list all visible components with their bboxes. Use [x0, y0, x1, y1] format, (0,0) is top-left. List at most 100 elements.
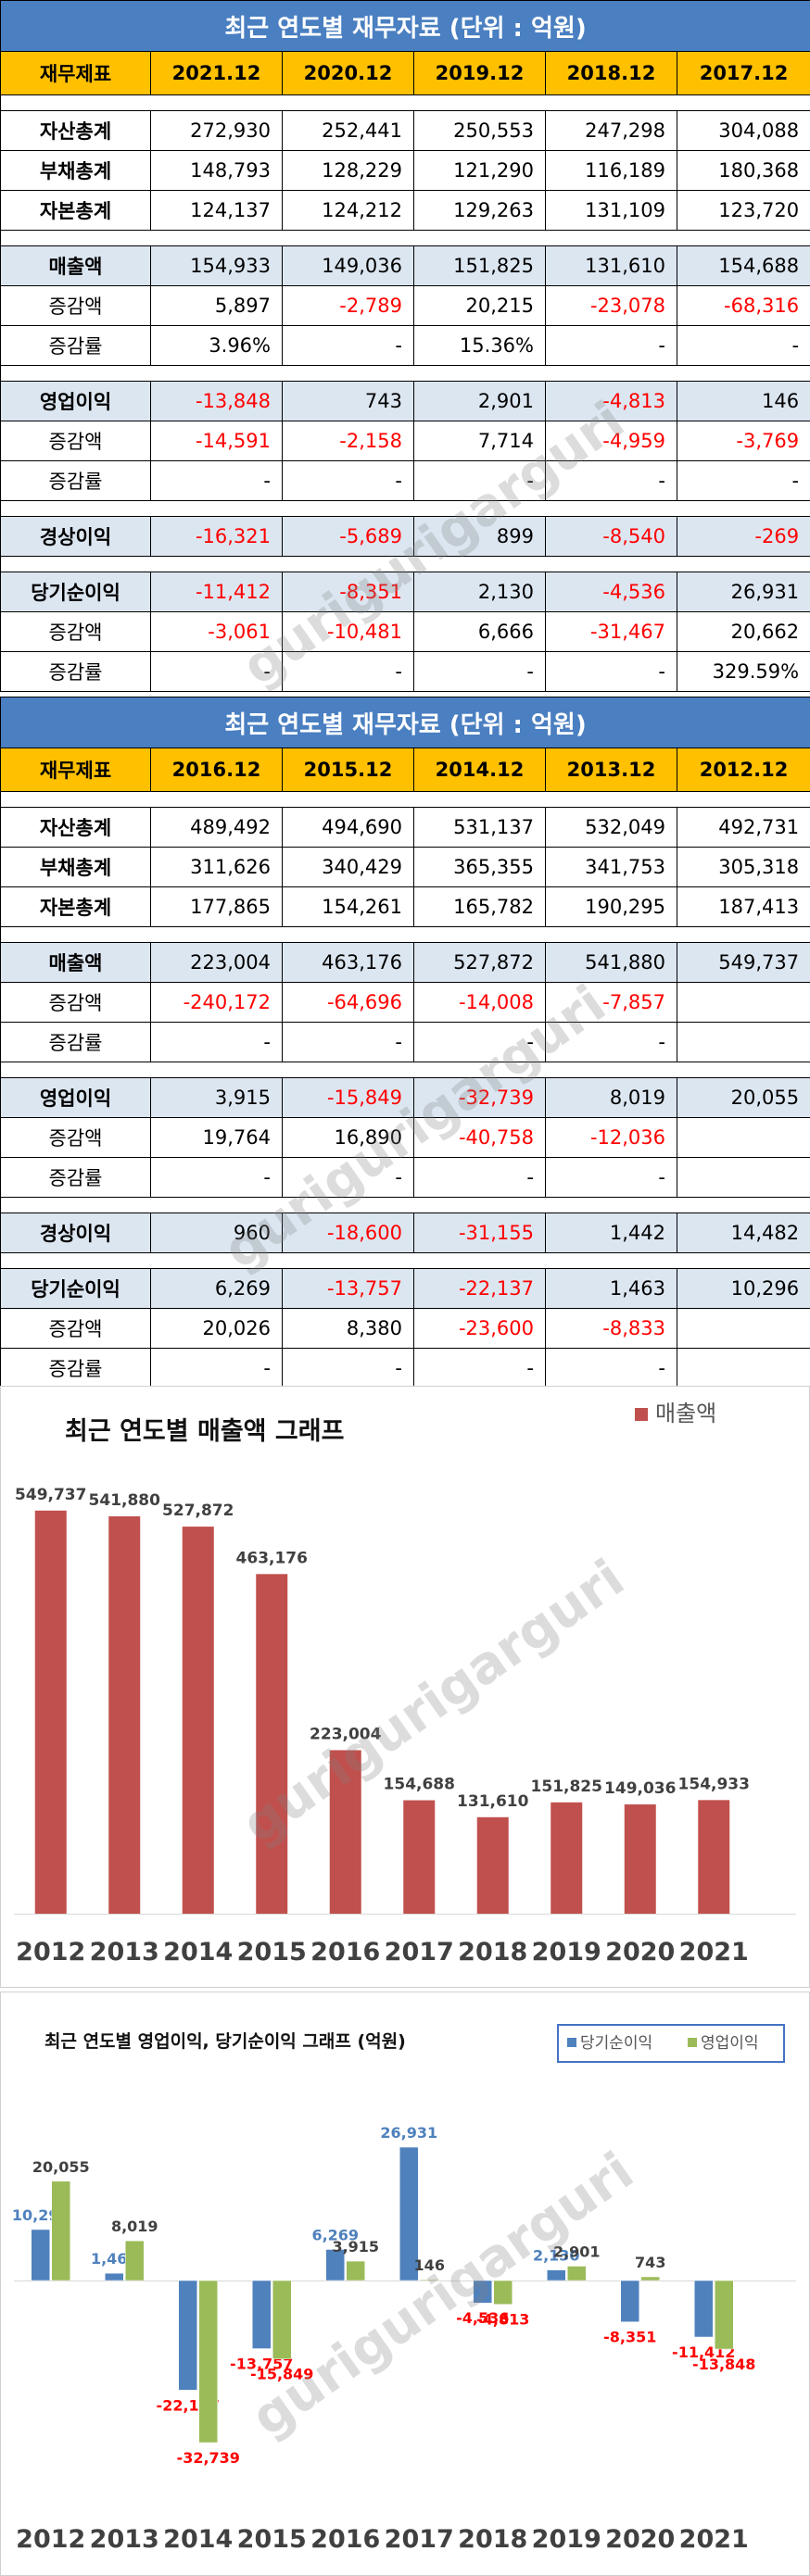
table-cell	[676, 1022, 810, 1062]
table-cell: -5,689	[282, 516, 414, 557]
column-header: 2020.12	[282, 51, 414, 95]
bar	[551, 1802, 583, 1914]
data-label: 149,036	[604, 1779, 676, 1798]
data-label: 6,269	[311, 2226, 359, 2243]
table-cell: 131,610	[545, 245, 677, 286]
bar	[493, 2280, 513, 2305]
column-header: 2016.12	[150, 748, 283, 792]
data-label: 154,933	[678, 1775, 750, 1793]
data-label: 2,901	[553, 2243, 601, 2260]
bar	[624, 1804, 656, 1914]
table-cell: -12,036	[545, 1117, 677, 1158]
table-cell	[676, 1157, 810, 1198]
table-cell: 128,229	[282, 150, 414, 191]
table-row: 증감률 - - - -	[0, 1157, 810, 1198]
x-tick-label: 2012	[16, 2525, 85, 2554]
row-label: 증감액	[0, 285, 151, 326]
bar	[399, 2146, 419, 2281]
table-cell: 20,215	[413, 285, 546, 326]
data-label: -8,351	[603, 2329, 656, 2346]
data-label: 549,737	[15, 1486, 86, 1504]
table-cell: -2,158	[282, 421, 414, 461]
bar	[182, 1527, 214, 1914]
table-cell: -	[150, 1157, 283, 1198]
x-tick-label: 2016	[310, 1938, 380, 1967]
table-cell: 329.59%	[676, 651, 810, 692]
table-row: 경상이익 -16,321 -5,689 899 -8,540 -269	[0, 516, 810, 557]
table-cell: 960	[150, 1213, 283, 1253]
table-row: 매출액 154,933 149,036 151,825 131,610 154,688	[0, 245, 810, 286]
bar	[640, 2276, 660, 2281]
table-cell: -269	[676, 516, 810, 557]
table-cell: 149,036	[282, 245, 414, 286]
table-cell: 187,413	[676, 886, 810, 927]
bar	[329, 1750, 361, 1914]
table-cell	[676, 982, 810, 1023]
financial-table-older: 최근 연도별 재무자료 (단위 : 억원) 재무제표 2016.12 2015.12 2…	[0, 697, 810, 1389]
row-label: 증감률	[0, 1348, 151, 1389]
table-cell: -14,591	[150, 421, 283, 461]
table-cell: -	[545, 460, 677, 501]
table-cell: -	[282, 651, 414, 692]
table-cell: 20,662	[676, 611, 810, 652]
bar	[476, 1816, 509, 1914]
table-cell: 341,753	[545, 847, 677, 887]
table-cell: 146	[676, 381, 810, 421]
row-label: 매출액	[0, 245, 151, 286]
row-label: 증감률	[0, 1022, 151, 1062]
table-cell: 154,933	[150, 245, 283, 286]
row-spacer	[0, 230, 810, 246]
data-label: 3,915	[332, 2238, 379, 2256]
table-cell: -8,351	[282, 572, 414, 612]
x-tick-label: 2019	[532, 2525, 601, 2554]
row-label: 증감액	[0, 982, 151, 1023]
table-cell: 124,137	[150, 190, 283, 231]
legend-label: 당기순이익	[580, 2034, 652, 2053]
table-cell: 116,189	[545, 150, 677, 191]
table-cell: -3,061	[150, 611, 283, 652]
table-cell: 180,368	[676, 150, 810, 191]
row-label: 증감액	[0, 421, 151, 461]
data-label: -13,757	[230, 2356, 293, 2373]
legend-label: 영업이익	[701, 2034, 759, 2053]
table-cell: 223,004	[150, 942, 283, 983]
table-cell: -	[413, 1022, 546, 1062]
row-spacer	[0, 1062, 810, 1078]
table-cell: -	[282, 460, 414, 501]
x-tick-label: 2015	[237, 1938, 307, 1967]
table-cell: -32,739	[413, 1077, 546, 1118]
table-cell: 123,720	[676, 190, 810, 231]
table-cell: 124,212	[282, 190, 414, 231]
table-cell: -23,600	[413, 1308, 546, 1349]
table-row: 증감률 - - - -	[0, 1022, 810, 1062]
row-label: 증감률	[0, 325, 151, 366]
data-label: 26,931	[380, 2124, 437, 2142]
table-cell: 532,049	[545, 807, 677, 848]
x-tick-label: 2020	[605, 1938, 675, 1967]
table-cell: -	[413, 651, 546, 692]
x-tick-label: 2021	[679, 1938, 749, 1967]
bar	[272, 2280, 292, 2359]
table-cell: -	[282, 1022, 414, 1062]
table-title: 최근 연도별 재무자료 (단위 : 억원)	[0, 0, 810, 52]
table-row: 부채총계 148,793 128,229 121,290 116,189 180,368	[0, 150, 810, 191]
table-cell: 743	[282, 381, 414, 421]
table-cell	[676, 1348, 810, 1389]
table-cell: -14,008	[413, 982, 546, 1023]
table-cell: 272,930	[150, 110, 283, 151]
row-label: 영업이익	[0, 381, 151, 421]
table-cell: 8,019	[545, 1077, 677, 1118]
table-cell: -10,481	[282, 611, 414, 652]
revenue-chart: 최근 연도별 매출액 그래프 매출액 549,737 2012 541,880 2013 5…	[0, 1386, 810, 1988]
legend-swatch	[635, 1408, 648, 1421]
table-row: 매출액 223,004 463,176 527,872 541,880 549,737	[0, 942, 810, 983]
table-cell: 129,263	[413, 190, 546, 231]
bar	[547, 2269, 566, 2281]
table-row: 영업이익 -13,848 743 2,901 -4,813 146	[0, 381, 810, 421]
table-cell: -7,857	[545, 982, 677, 1023]
table-cell: -64,696	[282, 982, 414, 1023]
table-cell: -23,078	[545, 285, 677, 326]
table-cell	[676, 1117, 810, 1158]
table-cell: -8,833	[545, 1308, 677, 1349]
x-tick-label: 2015	[237, 2525, 307, 2554]
